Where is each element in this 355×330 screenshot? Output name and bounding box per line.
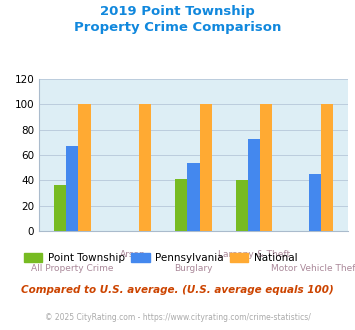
Text: Compared to U.S. average. (U.S. average equals 100): Compared to U.S. average. (U.S. average … — [21, 285, 334, 295]
Bar — [54, 185, 66, 231]
Legend: Point Township, Pennsylvania, National: Point Township, Pennsylvania, National — [20, 248, 301, 267]
Text: Burglary: Burglary — [174, 264, 213, 273]
Bar — [248, 139, 260, 231]
Text: All Property Crime: All Property Crime — [31, 264, 114, 273]
Bar — [139, 105, 151, 231]
Text: Motor Vehicle Theft: Motor Vehicle Theft — [271, 264, 355, 273]
Text: 2019 Point Township
Property Crime Comparison: 2019 Point Township Property Crime Compa… — [74, 5, 281, 34]
Bar — [200, 105, 212, 231]
Bar — [175, 179, 187, 231]
Bar — [321, 105, 333, 231]
Bar — [308, 174, 321, 231]
Bar — [260, 105, 272, 231]
Text: Arson: Arson — [120, 250, 146, 259]
Text: © 2025 CityRating.com - https://www.cityrating.com/crime-statistics/: © 2025 CityRating.com - https://www.city… — [45, 314, 310, 322]
Bar — [78, 105, 91, 231]
Bar — [236, 181, 248, 231]
Bar — [187, 163, 200, 231]
Text: Larceny & Theft: Larceny & Theft — [218, 250, 290, 259]
Bar — [66, 146, 78, 231]
